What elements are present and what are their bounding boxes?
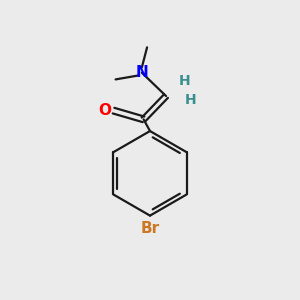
Text: H: H (184, 93, 196, 107)
Text: N: N (136, 65, 148, 80)
Text: O: O (98, 103, 111, 118)
Text: H: H (179, 74, 191, 88)
Text: Br: Br (140, 221, 160, 236)
